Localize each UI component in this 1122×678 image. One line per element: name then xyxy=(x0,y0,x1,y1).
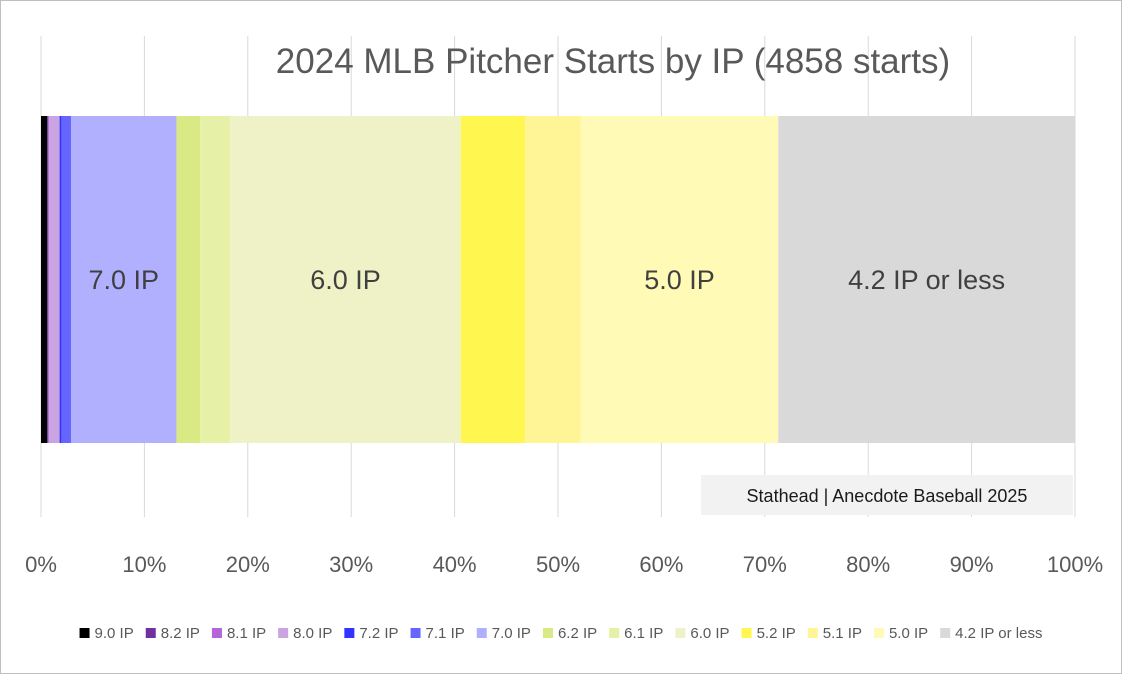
legend-item: 7.0 IP xyxy=(476,625,531,642)
legend-item: 6.0 IP xyxy=(675,625,730,642)
legend-label: 7.1 IP xyxy=(426,625,465,642)
x-tick-label: 90% xyxy=(950,552,994,577)
x-tick-label: 70% xyxy=(743,552,787,577)
segment-label: 6.0 IP xyxy=(310,265,381,295)
bar-segment xyxy=(176,116,201,443)
legend-label: 6.2 IP xyxy=(558,625,597,642)
legend-label: 8.2 IP xyxy=(161,625,200,642)
legend-item: 9.0 IP xyxy=(79,625,134,642)
legend-swatch xyxy=(873,628,884,638)
legend-item: 4.2 IP or less xyxy=(940,625,1042,642)
x-tick-label: 100% xyxy=(1047,552,1103,577)
legend-label: 7.0 IP xyxy=(492,625,531,642)
legend-swatch xyxy=(940,628,951,638)
legend-swatch xyxy=(278,628,289,638)
legend-label: 7.2 IP xyxy=(359,625,398,642)
legend-item: 6.1 IP xyxy=(609,625,663,642)
legend-label: 6.0 IP xyxy=(690,625,729,642)
legend-swatch xyxy=(79,628,90,638)
legend-item: 5.2 IP xyxy=(741,625,796,642)
legend-swatch xyxy=(542,628,553,638)
legend-item: 5.0 IP xyxy=(873,625,928,642)
legend-item: 7.2 IP xyxy=(344,625,399,642)
legend-item: 7.1 IP xyxy=(410,625,465,642)
legend-item: 8.1 IP xyxy=(211,625,266,642)
segment-label: 7.0 IP xyxy=(88,265,159,295)
legend-label: 9.0 IP xyxy=(95,625,134,642)
legend-item: 8.0 IP xyxy=(278,625,332,642)
bar-segment xyxy=(70,116,177,443)
bar-segment xyxy=(580,116,779,443)
legend-item: 8.2 IP xyxy=(145,625,200,642)
x-tick-label: 0% xyxy=(25,552,57,577)
legend: 9.0 IP 8.2 IP 8.1 IP 8.0 IP 7.2 IP 7.1 IP 7.0 … xyxy=(79,625,1042,642)
segment-labels: 7.0 IP 6.0 IP 5.0 IP 4.2 IP or less xyxy=(88,265,1005,295)
bar-segment xyxy=(460,116,525,443)
source-annotation-text: Stathead | Anecdote Baseball 2025 xyxy=(747,486,1028,506)
x-tick-label: 20% xyxy=(226,552,270,577)
legend-label: 5.2 IP xyxy=(757,625,796,642)
legend-swatch xyxy=(145,628,156,638)
legend-swatch xyxy=(675,628,686,638)
segment-label: 5.0 IP xyxy=(644,265,715,295)
chart-title: 2024 MLB Pitcher Starts by IP (4858 star… xyxy=(276,42,950,81)
x-tick-label: 50% xyxy=(536,552,580,577)
bar-segment xyxy=(49,116,60,443)
legend-label: 4.2 IP or less xyxy=(955,625,1042,642)
bar-segment xyxy=(47,116,49,443)
x-tick-label: 10% xyxy=(122,552,166,577)
bar-segment xyxy=(230,116,461,443)
bar-segment xyxy=(524,116,581,443)
segment-label: 4.2 IP or less xyxy=(848,265,1005,295)
legend-label: 8.1 IP xyxy=(227,625,266,642)
legend-swatch xyxy=(211,628,222,638)
legend-label: 8.0 IP xyxy=(293,625,332,642)
legend-swatch xyxy=(344,628,355,638)
bar-segment xyxy=(778,116,1075,443)
x-tick-label: 60% xyxy=(639,552,683,577)
legend-swatch xyxy=(609,628,620,638)
legend-swatch xyxy=(807,628,818,638)
bar-segment xyxy=(59,116,62,443)
bar-segment xyxy=(48,116,50,443)
legend-swatch xyxy=(476,628,487,638)
x-tick-label: 80% xyxy=(846,552,890,577)
bar-segment xyxy=(200,116,231,443)
x-tick-label: 30% xyxy=(329,552,373,577)
legend-item: 6.2 IP xyxy=(542,625,597,642)
source-annotation: Stathead | Anecdote Baseball 2025 xyxy=(701,475,1073,515)
stacked-bar xyxy=(41,116,1075,443)
legend-swatch xyxy=(410,628,421,638)
legend-swatch xyxy=(741,628,752,638)
legend-label: 5.1 IP xyxy=(823,625,862,642)
bar-segment xyxy=(41,116,48,443)
x-tick-label: 40% xyxy=(433,552,477,577)
legend-label: 5.0 IP xyxy=(889,625,928,642)
bar-segment xyxy=(61,116,71,443)
legend-item: 5.1 IP xyxy=(807,625,862,642)
x-axis-ticks: 0% 10% 20% 30% 40% 50% 60% 70% 80% 90% 100% xyxy=(25,552,1103,577)
legend-label: 6.1 IP xyxy=(624,625,663,642)
